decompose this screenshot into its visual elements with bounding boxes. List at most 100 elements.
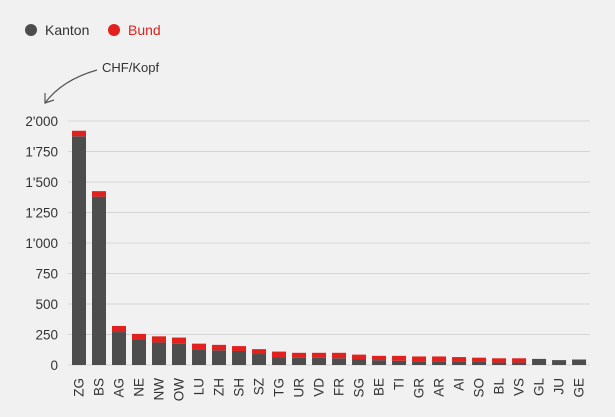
bar-ag-kanton[interactable]: [112, 332, 127, 365]
bar-ju-kanton[interactable]: [552, 360, 567, 365]
x-tick-label: SO: [472, 378, 487, 398]
x-tick-label: BE: [372, 378, 387, 396]
bar-be-bund[interactable]: [372, 355, 387, 361]
bar-ar-bund[interactable]: [432, 356, 447, 362]
bar-zh-bund[interactable]: [212, 344, 227, 351]
y-tick-label: 250: [35, 328, 58, 343]
x-tick-label: BL: [492, 378, 507, 395]
y-tick-label: 1'750: [25, 145, 58, 160]
y-tick-label: 500: [35, 297, 58, 312]
bar-vd-bund[interactable]: [312, 352, 327, 358]
gridlines: [68, 120, 590, 366]
x-tick-label: ZH: [212, 378, 227, 396]
bar-tg-bund[interactable]: [272, 351, 287, 358]
x-tick-label: UR: [292, 378, 307, 398]
bar-ti-kanton[interactable]: [392, 360, 407, 365]
bar-bl-bund[interactable]: [492, 358, 507, 363]
x-tick-label: SZ: [252, 378, 267, 395]
bar-fr-bund[interactable]: [332, 352, 347, 359]
x-tick-label: BS: [92, 378, 107, 396]
unit-annotation: CHF/Kopf: [44, 60, 159, 104]
legend-item-kanton[interactable]: Kanton: [25, 22, 89, 38]
bar-zh-kanton[interactable]: [212, 350, 227, 365]
legend-swatch-bund: [108, 24, 120, 36]
x-tick-label: TI: [392, 378, 407, 390]
x-tick-label: FR: [332, 378, 347, 396]
x-tick-label: SH: [232, 378, 247, 397]
bar-ur-bund[interactable]: [292, 352, 307, 358]
bar-sz-bund[interactable]: [252, 349, 267, 355]
y-axis: 0 250 500 750 1'000 1'250 1'500 1'750 2'000: [25, 114, 58, 373]
y-tick-label: 1'500: [25, 175, 58, 190]
bar-ar-kanton[interactable]: [432, 361, 447, 365]
bar-bs-bund[interactable]: [92, 191, 107, 197]
bar-ai-bund[interactable]: [452, 357, 467, 362]
bar-ge-kanton[interactable]: [572, 359, 587, 365]
bar-sz-kanton[interactable]: [252, 354, 267, 365]
bar-be-kanton[interactable]: [372, 360, 387, 365]
bar-zg-kanton[interactable]: [72, 136, 86, 365]
x-tick-label: NW: [152, 378, 167, 401]
x-tick-label: VD: [312, 378, 327, 397]
legend-swatch-kanton: [25, 24, 37, 36]
bar-vd-kanton[interactable]: [312, 357, 327, 365]
y-tick-label: 1'000: [25, 236, 58, 251]
bar-zg-bund[interactable]: [72, 130, 86, 137]
bar-gr-bund[interactable]: [412, 356, 427, 362]
bar-lu-kanton[interactable]: [192, 349, 207, 365]
bar-vs-bund[interactable]: [512, 358, 527, 363]
bar-gl-kanton[interactable]: [532, 358, 547, 365]
bar-ag-bund[interactable]: [112, 325, 127, 333]
bar-sg-kanton[interactable]: [352, 359, 367, 365]
x-tick-label: GR: [412, 378, 427, 399]
bar-so-kanton[interactable]: [472, 361, 487, 365]
legend-item-bund[interactable]: Bund: [108, 22, 161, 38]
x-tick-label: GL: [532, 378, 547, 397]
x-tick-label: AR: [432, 378, 447, 397]
bar-ur-kanton[interactable]: [292, 357, 307, 365]
bar-bl-kanton[interactable]: [492, 362, 507, 365]
bar-ow-bund[interactable]: [172, 337, 187, 344]
unit-arrow: [44, 69, 98, 104]
bar-fr-kanton[interactable]: [332, 358, 347, 365]
bar-bs-kanton[interactable]: [92, 196, 107, 365]
bar-vs-kanton[interactable]: [512, 362, 527, 365]
x-tick-label: NE: [132, 378, 147, 397]
bar-sh-bund[interactable]: [232, 346, 247, 351]
bar-lu-bund[interactable]: [192, 343, 207, 350]
bar-nw-bund[interactable]: [152, 336, 167, 343]
bar-gr-kanton[interactable]: [412, 361, 427, 365]
y-tick-label: 1'250: [25, 206, 58, 221]
x-tick-label: AG: [112, 378, 127, 398]
x-tick-label: LU: [192, 378, 207, 395]
x-tick-label: AI: [452, 378, 467, 391]
bar-ne-kanton[interactable]: [132, 339, 147, 365]
bar-ai-kanton[interactable]: [452, 361, 467, 365]
x-tick-label: JU: [552, 378, 567, 395]
bar-nw-kanton[interactable]: [152, 342, 167, 365]
x-tick-label: ZG: [72, 378, 87, 397]
x-tick-label: TG: [272, 378, 287, 397]
unit-arrow-head: [44, 93, 55, 104]
bar-sg-bund[interactable]: [352, 354, 367, 360]
bar-sh-kanton[interactable]: [232, 350, 247, 365]
y-tick-label: 2'000: [25, 114, 58, 129]
legend: Kanton Bund: [25, 22, 161, 38]
bar-ne-bund[interactable]: [132, 333, 147, 340]
x-tick-label: GE: [572, 378, 587, 398]
x-tick-label: VS: [512, 378, 527, 396]
x-tick-label: OW: [172, 378, 187, 402]
bar-so-bund[interactable]: [472, 357, 487, 362]
bars: [72, 130, 587, 365]
bar-ow-kanton[interactable]: [172, 343, 187, 365]
bar-tg-kanton[interactable]: [272, 357, 287, 365]
y-tick-label: 750: [35, 267, 58, 282]
x-axis: ZG BS AG NE NW OW LU ZH SH SZ TG UR VD FR SG BE TI GR AR AI…: [72, 378, 587, 402]
legend-label-kanton: Kanton: [45, 22, 89, 38]
unit-label: CHF/Kopf: [102, 60, 159, 75]
x-tick-label: SG: [352, 378, 367, 398]
bar-ti-bund[interactable]: [392, 355, 407, 361]
legend-label-bund: Bund: [128, 22, 161, 38]
